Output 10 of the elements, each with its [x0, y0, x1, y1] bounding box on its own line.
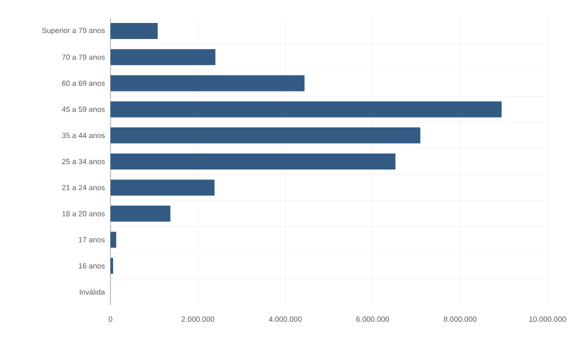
bar: [110, 232, 116, 248]
bar: [110, 127, 420, 144]
bar: [110, 49, 216, 66]
bar: [110, 154, 396, 170]
bar: [110, 180, 215, 196]
bar: [110, 101, 502, 118]
bar: [110, 206, 170, 222]
bar: [110, 258, 114, 274]
bar: [110, 75, 305, 92]
bar: [110, 23, 158, 40]
